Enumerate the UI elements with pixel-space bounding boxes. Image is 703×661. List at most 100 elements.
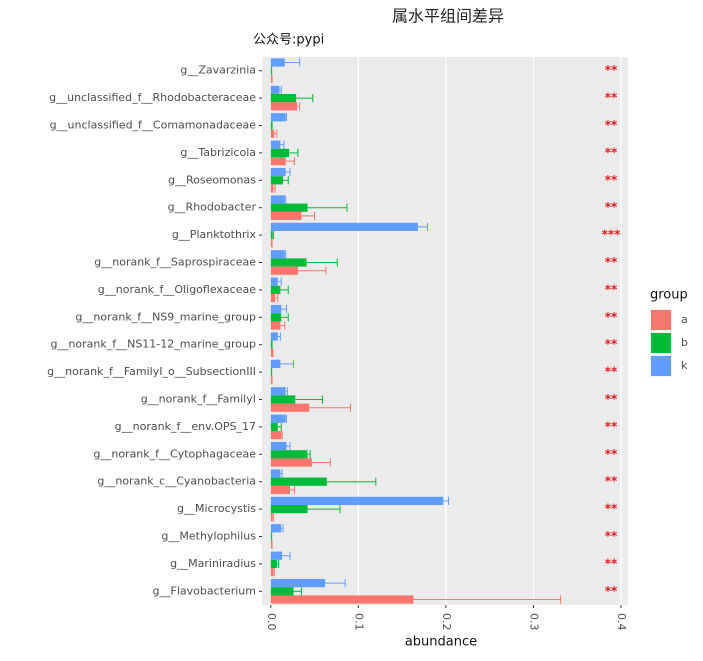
- legend-swatch: [651, 356, 671, 376]
- significance-label: **: [605, 63, 618, 77]
- y-tick-label: g__Planktothrix: [172, 228, 257, 241]
- bar: [271, 458, 312, 466]
- y-tick-label: g__Mariniradius: [170, 557, 256, 570]
- bar: [271, 305, 282, 313]
- bar: [271, 587, 294, 595]
- bar: [271, 349, 273, 357]
- bar: [271, 321, 281, 329]
- bar: [271, 294, 275, 302]
- bar: [271, 94, 296, 102]
- bar: [271, 286, 281, 294]
- y-tick-label: g__unclassified_f__Rhodobacteraceae: [49, 91, 256, 104]
- bar: [271, 497, 443, 505]
- significance-label: **: [605, 447, 618, 461]
- bar: [271, 239, 272, 247]
- bar: [271, 267, 298, 275]
- bar: [271, 86, 280, 94]
- bar: [271, 423, 278, 431]
- bar: [271, 212, 302, 220]
- bar: [271, 75, 272, 83]
- y-tick-label: g__norank_f__FamilyI: [141, 393, 256, 406]
- significance-label: **: [605, 200, 618, 214]
- y-tick-label: g__Rhodobacter: [168, 201, 257, 214]
- bar: [271, 478, 327, 486]
- bar: [271, 360, 281, 368]
- bar: [271, 195, 285, 203]
- x-tick-label: 0.3: [527, 613, 540, 631]
- bar: [271, 541, 272, 549]
- chart-title: 属水平组间差异: [392, 7, 504, 26]
- y-tick-label: g__Flavobacterium: [153, 584, 256, 597]
- significance-label: **: [605, 502, 618, 516]
- significance-label: **: [605, 419, 618, 433]
- y-tick-label: g__norank_f__NS9_marine_group: [75, 310, 256, 323]
- bar: [271, 450, 308, 458]
- significance-label: **: [605, 529, 618, 543]
- bar: [271, 524, 282, 532]
- significance-label: **: [605, 118, 618, 132]
- x-axis-title: abundance: [405, 635, 477, 650]
- significance-label: **: [605, 337, 618, 351]
- legend-swatch: [651, 310, 671, 330]
- bar: [271, 568, 274, 576]
- significance-label: **: [605, 145, 618, 159]
- bar: [271, 149, 289, 157]
- bar: [271, 113, 286, 121]
- bar: [271, 168, 286, 176]
- y-tick-label: g__norank_f__FamilyI_o__SubsectionIII: [47, 365, 256, 378]
- significance-label: **: [605, 365, 618, 379]
- bar: [271, 404, 310, 412]
- bar: [271, 332, 278, 340]
- bar: [271, 184, 274, 192]
- y-tick-label: g__norank_f__env.OPS_17: [115, 420, 256, 433]
- bar: [271, 595, 414, 603]
- bar: [271, 341, 272, 349]
- significance-label: **: [605, 556, 618, 570]
- bar: [271, 176, 283, 184]
- bar: [271, 415, 286, 423]
- bar: [271, 204, 308, 212]
- y-tick-label: g__Zavarzinia: [180, 64, 256, 77]
- bar: [271, 130, 275, 138]
- y-tick-label: g__norank_f__Saprospiraceae: [94, 256, 256, 269]
- bar: [271, 579, 325, 587]
- x-tick-label: 0.1: [352, 613, 365, 631]
- x-tick-label: 0.4: [615, 613, 628, 631]
- bar: [271, 376, 272, 384]
- bar: [271, 431, 282, 439]
- legend-label: b: [681, 336, 688, 349]
- legend-label: a: [681, 313, 688, 326]
- bar: [271, 157, 286, 165]
- bar: [271, 313, 282, 321]
- significance-label: **: [605, 255, 618, 269]
- bar: [271, 560, 277, 568]
- y-tick-label: g__norank_f__Cytophagaceae: [93, 447, 256, 460]
- bar: [271, 395, 296, 403]
- x-tick-label: 0.2: [440, 613, 453, 631]
- bar: [271, 223, 418, 231]
- bar: [271, 469, 281, 477]
- chart-subtitle: 公众号:pypi: [253, 33, 324, 48]
- bar: [271, 513, 273, 521]
- bar: [271, 102, 297, 110]
- y-tick-label: g__norank_f__NS11-12_marine_group: [50, 338, 256, 351]
- bar: [271, 121, 272, 129]
- bar: [271, 278, 278, 286]
- bar: [271, 258, 307, 266]
- significance-label: ***: [602, 228, 622, 242]
- y-tick-label: g__norank_f__Oligoflexaceae: [98, 283, 256, 296]
- significance-label: **: [605, 392, 618, 406]
- y-tick-label: g__Tabrizicola: [180, 146, 256, 159]
- y-tick-label: g__Roseomonas: [168, 173, 256, 186]
- significance-label: **: [605, 474, 618, 488]
- legend-swatch: [651, 333, 671, 353]
- bar: [271, 58, 285, 66]
- y-tick-label: g__unclassified_f__Comamonadaceae: [50, 119, 257, 132]
- plot-panel: [262, 57, 628, 605]
- y-tick-label: g__Methylophilus: [161, 530, 256, 543]
- bar: [271, 231, 273, 239]
- bar: [271, 505, 308, 513]
- bar: [271, 442, 287, 450]
- legend-title: group: [650, 288, 688, 303]
